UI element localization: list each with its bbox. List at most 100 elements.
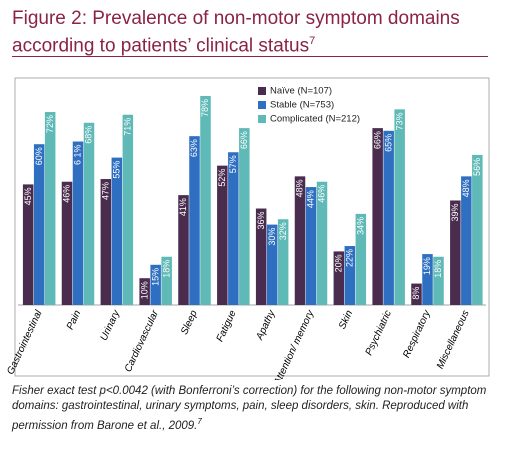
legend-swatch	[258, 115, 266, 123]
bar	[383, 130, 394, 305]
x-tick-label: Attention/ memory	[272, 308, 317, 380]
value-label: 41%	[178, 198, 188, 216]
chart-title: Figure 2: Prevalence of non-motor sympto…	[12, 8, 460, 57]
bar	[239, 128, 250, 305]
bar	[200, 95, 211, 306]
title-rule	[12, 56, 488, 57]
x-tick-label: Sleep	[179, 308, 200, 336]
title-reference: 7	[309, 35, 316, 47]
value-label: 44%	[306, 190, 316, 208]
bar	[189, 136, 200, 305]
value-label: 19%	[422, 257, 432, 275]
bar	[277, 219, 289, 305]
value-label: 60%	[34, 147, 44, 165]
value-label: 63%	[189, 139, 199, 157]
value-label: 8%	[411, 287, 421, 300]
bar	[344, 246, 356, 305]
bar	[161, 256, 172, 305]
legend-label: Complicated (N=212)	[270, 114, 360, 125]
bar	[450, 200, 461, 305]
bar	[433, 256, 444, 305]
value-label: 68%	[84, 126, 94, 144]
bar	[100, 179, 112, 305]
value-label: 66%	[372, 131, 382, 149]
x-tick-label: Psychiatric	[364, 309, 394, 357]
value-label: 39%	[450, 203, 460, 221]
value-label: 45%	[23, 187, 33, 205]
bar	[83, 122, 95, 305]
value-label: 73%	[394, 112, 404, 130]
bar	[472, 154, 483, 305]
bar	[355, 213, 367, 305]
bar	[394, 109, 405, 305]
caption-reference: 7	[197, 417, 202, 426]
bar	[305, 187, 317, 305]
value-label: 36%	[256, 212, 266, 230]
bar	[217, 165, 228, 305]
bar	[372, 128, 383, 305]
bar	[411, 283, 422, 305]
bar	[178, 195, 189, 305]
value-label: 72%	[45, 115, 55, 133]
bar	[150, 264, 161, 305]
value-label: 78%	[200, 99, 210, 117]
bar	[44, 112, 56, 305]
value-label: 6 1%	[73, 145, 83, 166]
x-tick-label: Pain	[65, 308, 84, 331]
value-label: 66%	[239, 131, 249, 149]
chart-title-block: Figure 2: Prevalence of non-motor sympto…	[12, 8, 492, 57]
value-label: 46%	[317, 185, 327, 203]
bar	[22, 184, 34, 305]
bar	[266, 224, 278, 305]
bar	[33, 144, 45, 305]
caption-block: Fisher exact test p<0.0042 (with Bonferr…	[12, 384, 498, 434]
chart: 45% 60% 72% Gastrointestinal 46% 6 1%68% Pain 4…	[5, 77, 490, 380]
value-label: 47%	[100, 182, 110, 200]
value-label: 30%	[267, 228, 277, 246]
x-tick-label: Skin	[337, 308, 355, 331]
x-tick-label: Miscellaneous	[435, 309, 472, 371]
x-tick-label: Fatigue	[215, 308, 239, 343]
value-label: 32%	[278, 222, 288, 240]
legend-label: Stable (N=753)	[270, 100, 334, 111]
value-label: 52%	[217, 169, 227, 187]
x-tick-label: Gastrointestinal	[5, 308, 45, 376]
value-label: 46%	[62, 185, 72, 203]
value-label: 15%	[150, 268, 160, 286]
bar	[316, 181, 328, 305]
value-label: 20%	[333, 254, 343, 272]
legend-swatch	[258, 101, 266, 109]
value-label: 65%	[383, 134, 393, 152]
value-label: 55%	[111, 161, 121, 179]
value-label: 57%	[228, 155, 238, 173]
bar	[422, 254, 433, 305]
bar	[139, 278, 150, 305]
bar	[228, 152, 239, 305]
bar	[333, 251, 345, 305]
value-label: 48%	[461, 179, 471, 197]
value-label: 22%	[344, 249, 354, 267]
value-label: 48%	[295, 179, 305, 197]
bar	[72, 141, 84, 305]
legend-label: Naïve (N=107)	[270, 86, 332, 97]
value-label: 71%	[122, 118, 132, 136]
value-label: 10%	[139, 281, 149, 299]
bar	[294, 176, 306, 305]
value-label: 18%	[433, 260, 443, 278]
legend-swatch	[258, 87, 266, 95]
chart-frame	[14, 77, 490, 377]
x-tick-label: Respiratory	[401, 308, 433, 360]
value-label: 34%	[355, 217, 365, 235]
x-tick-label: Urinary	[99, 308, 123, 343]
bar	[255, 208, 267, 305]
bar	[461, 176, 472, 305]
bar	[61, 181, 73, 305]
x-tick-label: Cardiovascular	[123, 308, 161, 374]
bar	[122, 114, 134, 305]
x-tick-label: Apathy	[254, 308, 278, 343]
caption: Fisher exact test p<0.0042 (with Bonferr…	[12, 385, 487, 432]
value-label: 18%	[161, 260, 171, 278]
bar	[111, 157, 123, 305]
value-label: 56%	[472, 158, 482, 176]
